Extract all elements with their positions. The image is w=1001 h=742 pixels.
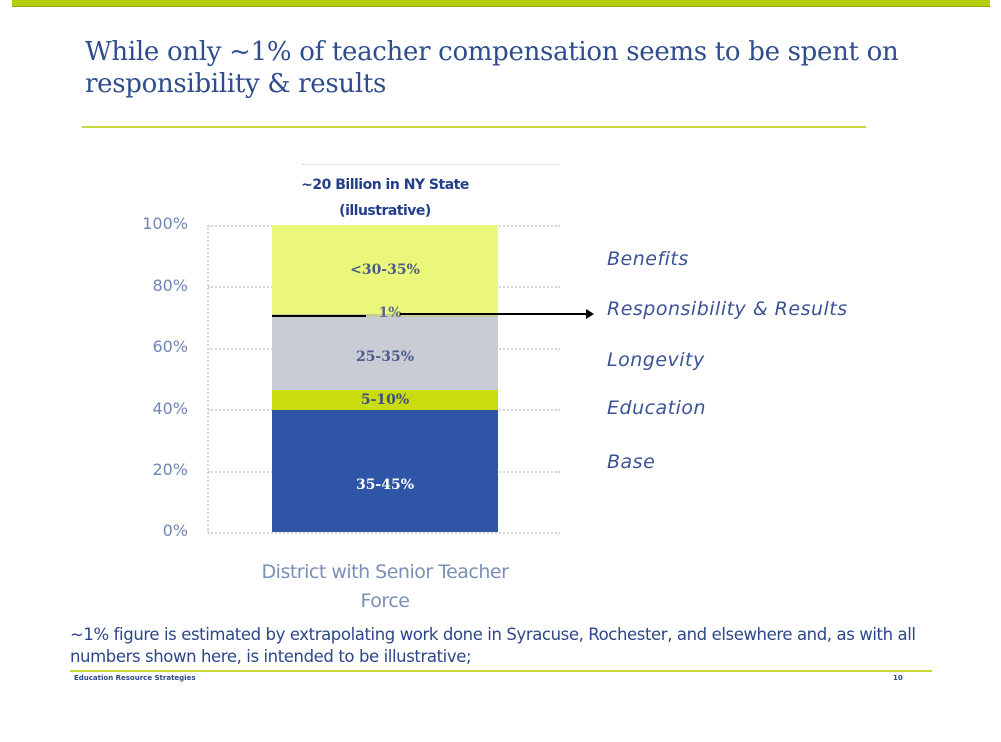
segment-label-longevity: 25-35% [355, 348, 415, 365]
footnote: ~1% figure is estimated by extrapolating… [70, 625, 916, 666]
bar-segment-longevity: 25-35% [272, 317, 498, 390]
footer-divider [70, 670, 932, 672]
segment-label-benefits: <30-35% [350, 261, 420, 278]
bar-segment-base: 35-45% [272, 410, 498, 532]
legend-longevity: Longevity [607, 349, 705, 371]
segment-label-education: 5-10% [360, 392, 410, 408]
segment-label-base: 35-45% [355, 477, 415, 493]
chart-title: ~20 Billion in NY State (illustrative) [270, 172, 500, 224]
page-number: 10 [893, 674, 903, 682]
x-label-line-1: District with Senior Teacher [261, 561, 509, 583]
legend-benefits: Benefits [607, 248, 689, 270]
chart-title-line-2: (illustrative) [339, 203, 431, 219]
title-divider [82, 126, 866, 128]
legend-base: Base [607, 451, 656, 473]
legend-education: Education [607, 397, 707, 419]
bar-segment-responsibility [272, 314, 498, 317]
bar-segment-education: 5-10% [272, 390, 498, 410]
footer-organization: Education Resource Strategies [74, 674, 196, 682]
responsibility-arrow-line [400, 313, 588, 315]
legend-responsibility-results: Responsibility & Results [607, 298, 848, 320]
y-axis [207, 225, 209, 533]
slide-title: While only ~1% of teacher compensation s… [85, 37, 899, 99]
top-accent-bar [12, 0, 990, 7]
bar-segment-benefits: <30-35% [272, 225, 498, 314]
responsibility-marker-line [272, 315, 366, 317]
ytick-20: 20% [152, 460, 188, 479]
gridline-0 [208, 532, 560, 534]
ytick-40: 40% [152, 399, 188, 418]
x-axis-category-label: District with Senior Teacher Force [222, 558, 548, 616]
ytick-80: 80% [152, 276, 188, 295]
chart-title-line-1: ~20 Billion in NY State [301, 177, 469, 193]
x-label-line-2: Force [360, 590, 410, 612]
segment-label-responsibility: 1% [378, 305, 402, 321]
ytick-100: 100% [142, 214, 188, 233]
ytick-0: 0% [162, 521, 188, 540]
chart-frame-top [302, 164, 560, 166]
arrow-right-icon [586, 309, 594, 319]
ytick-60: 60% [152, 337, 188, 356]
